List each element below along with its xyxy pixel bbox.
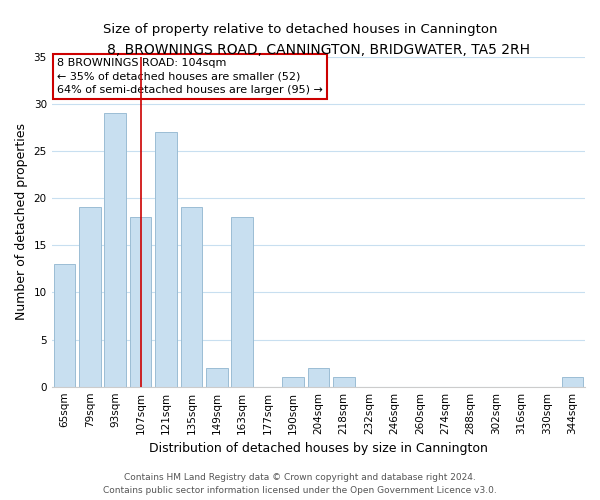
Bar [308, 368, 329, 386]
Bar [53, 264, 75, 386]
Y-axis label: Number of detached properties: Number of detached properties [15, 123, 28, 320]
Text: 8 BROWNINGS ROAD: 104sqm
← 35% of detached houses are smaller (52)
64% of semi-d: 8 BROWNINGS ROAD: 104sqm ← 35% of detach… [57, 58, 323, 94]
Bar [79, 208, 101, 386]
Text: Contains HM Land Registry data © Crown copyright and database right 2024.
Contai: Contains HM Land Registry data © Crown c… [103, 473, 497, 495]
Title: 8, BROWNINGS ROAD, CANNINGTON, BRIDGWATER, TA5 2RH: 8, BROWNINGS ROAD, CANNINGTON, BRIDGWATE… [107, 42, 530, 56]
Text: Size of property relative to detached houses in Cannington: Size of property relative to detached ho… [103, 22, 497, 36]
Bar [155, 132, 177, 386]
Bar [232, 217, 253, 386]
Bar [562, 377, 583, 386]
Bar [104, 113, 126, 386]
Bar [282, 377, 304, 386]
Bar [333, 377, 355, 386]
Bar [206, 368, 227, 386]
X-axis label: Distribution of detached houses by size in Cannington: Distribution of detached houses by size … [149, 442, 488, 455]
Bar [181, 208, 202, 386]
Bar [130, 217, 151, 386]
